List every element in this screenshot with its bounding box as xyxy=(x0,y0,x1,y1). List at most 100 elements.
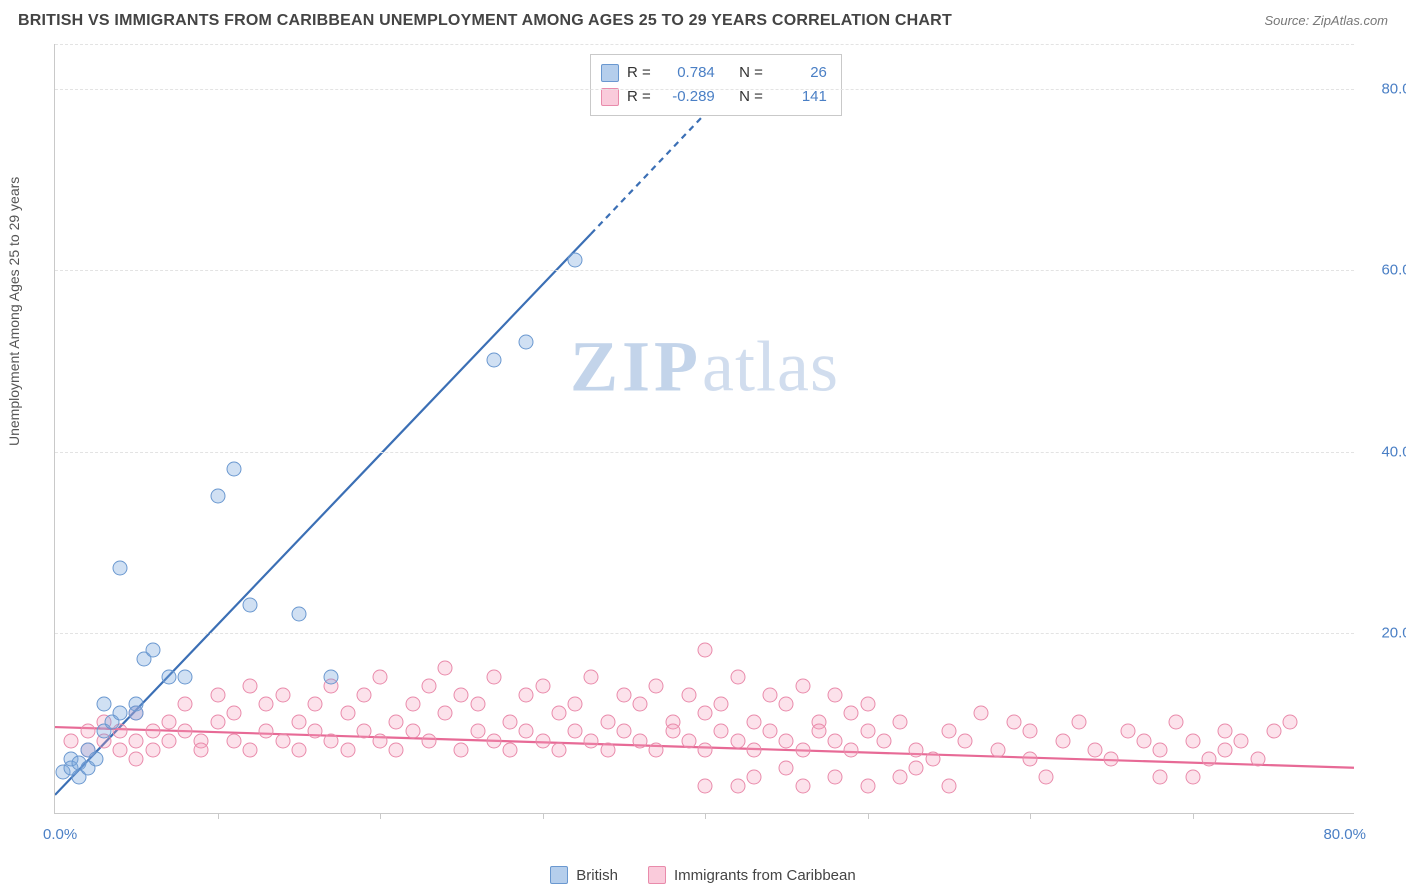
scatter-point xyxy=(275,688,290,703)
scatter-point xyxy=(519,724,534,739)
scatter-point xyxy=(763,688,778,703)
scatter-point xyxy=(551,742,566,757)
scatter-point xyxy=(649,742,664,757)
scatter-point xyxy=(340,742,355,757)
x-axis-max-label: 80.0% xyxy=(1323,826,1366,843)
x-tick xyxy=(868,813,869,819)
scatter-point xyxy=(568,253,583,268)
scatter-point xyxy=(1055,733,1070,748)
swatch-pink-icon xyxy=(648,866,666,884)
scatter-point xyxy=(1218,742,1233,757)
swatch-blue-icon xyxy=(601,64,619,82)
scatter-point xyxy=(698,706,713,721)
scatter-point xyxy=(178,670,193,685)
scatter-point xyxy=(600,742,615,757)
scatter-point xyxy=(161,670,176,685)
scatter-point xyxy=(194,742,209,757)
scatter-point xyxy=(356,688,371,703)
scatter-point xyxy=(1153,742,1168,757)
scatter-point xyxy=(730,778,745,793)
legend: British Immigrants from Caribbean xyxy=(0,866,1406,884)
scatter-point xyxy=(909,742,924,757)
scatter-point xyxy=(535,679,550,694)
scatter-point xyxy=(178,724,193,739)
stat-R-label: R = xyxy=(627,61,651,85)
scatter-point xyxy=(681,688,696,703)
scatter-point xyxy=(551,706,566,721)
scatter-point xyxy=(828,733,843,748)
scatter-point xyxy=(730,670,745,685)
scatter-point xyxy=(340,706,355,721)
scatter-point xyxy=(291,742,306,757)
scatter-point xyxy=(308,697,323,712)
scatter-point xyxy=(389,742,404,757)
scatter-point xyxy=(373,733,388,748)
scatter-point xyxy=(746,769,761,784)
scatter-point xyxy=(324,733,339,748)
x-tick xyxy=(380,813,381,819)
swatch-blue-icon xyxy=(550,866,568,884)
scatter-point xyxy=(243,742,258,757)
scatter-point xyxy=(145,742,160,757)
legend-label-british: British xyxy=(576,867,618,884)
x-tick xyxy=(705,813,706,819)
scatter-point xyxy=(665,724,680,739)
scatter-point xyxy=(1283,715,1298,730)
scatter-point xyxy=(486,670,501,685)
legend-item-caribbean: Immigrants from Caribbean xyxy=(648,866,856,884)
scatter-point xyxy=(1218,724,1233,739)
scatter-point xyxy=(698,742,713,757)
scatter-point xyxy=(438,706,453,721)
scatter-point xyxy=(746,742,761,757)
scatter-point xyxy=(730,733,745,748)
watermark-atlas: atlas xyxy=(702,326,839,406)
y-tick-label: 20.0% xyxy=(1364,624,1406,641)
gridline xyxy=(55,270,1354,271)
scatter-point xyxy=(259,697,274,712)
scatter-point xyxy=(535,733,550,748)
plot-area: ZIPatlas R = 0.784 N = 26 R = -0.289 N =… xyxy=(54,44,1354,814)
scatter-point xyxy=(811,724,826,739)
scatter-point xyxy=(649,679,664,694)
x-tick xyxy=(1193,813,1194,819)
scatter-point xyxy=(844,742,859,757)
scatter-point xyxy=(470,724,485,739)
stats-row-british: R = 0.784 N = 26 xyxy=(601,61,827,85)
scatter-point xyxy=(698,642,713,657)
scatter-point xyxy=(503,715,518,730)
scatter-point xyxy=(226,461,241,476)
scatter-point xyxy=(454,742,469,757)
scatter-point xyxy=(714,697,729,712)
scatter-point xyxy=(161,715,176,730)
scatter-point xyxy=(974,706,989,721)
scatter-point xyxy=(795,742,810,757)
scatter-point xyxy=(860,724,875,739)
scatter-point xyxy=(454,688,469,703)
scatter-point xyxy=(828,769,843,784)
scatter-point xyxy=(503,742,518,757)
scatter-point xyxy=(1120,724,1135,739)
scatter-point xyxy=(1169,715,1184,730)
scatter-point xyxy=(291,606,306,621)
scatter-point xyxy=(860,778,875,793)
scatter-point xyxy=(633,697,648,712)
x-axis-min-label: 0.0% xyxy=(43,826,77,843)
scatter-point xyxy=(356,724,371,739)
scatter-point xyxy=(828,688,843,703)
scatter-point xyxy=(925,751,940,766)
chart-title: BRITISH VS IMMIGRANTS FROM CARIBBEAN UNE… xyxy=(18,12,952,30)
scatter-point xyxy=(145,642,160,657)
scatter-point xyxy=(1088,742,1103,757)
scatter-point xyxy=(909,760,924,775)
scatter-point xyxy=(681,733,696,748)
scatter-point xyxy=(421,733,436,748)
scatter-point xyxy=(893,769,908,784)
scatter-point xyxy=(584,670,599,685)
scatter-point xyxy=(129,706,144,721)
y-tick-label: 60.0% xyxy=(1364,262,1406,279)
scatter-point xyxy=(795,679,810,694)
watermark-zip: ZIP xyxy=(570,326,702,406)
scatter-point xyxy=(308,724,323,739)
scatter-point xyxy=(129,751,144,766)
scatter-point xyxy=(405,697,420,712)
